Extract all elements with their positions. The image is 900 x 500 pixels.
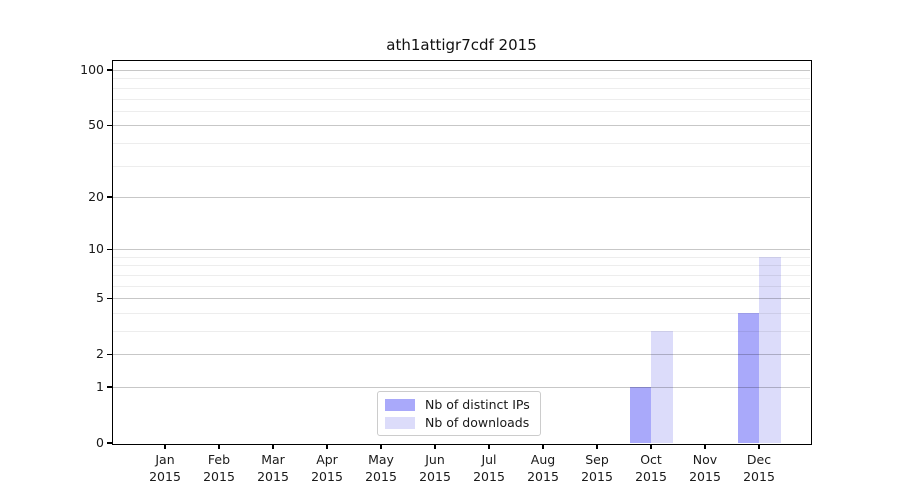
legend-label: Nb of downloads bbox=[425, 415, 530, 430]
x-tick-label-feb: Feb 2015 bbox=[203, 452, 235, 484]
major-gridline-5 bbox=[113, 298, 810, 300]
x-tick-mark-sep bbox=[596, 444, 598, 449]
y-tick-label-100: 100 bbox=[80, 62, 104, 78]
x-tick-label-jan: Jan 2015 bbox=[149, 452, 181, 484]
minor-gridline-40 bbox=[113, 142, 810, 144]
y-tick-label-10: 10 bbox=[88, 241, 104, 257]
y-tick-label-20: 20 bbox=[88, 188, 104, 204]
x-tick-mark-jun bbox=[434, 444, 436, 449]
x-tick-mark-feb bbox=[218, 444, 220, 449]
y-tick-label-1: 1 bbox=[96, 378, 104, 394]
legend: Nb of distinct IPs Nb of downloads bbox=[377, 391, 541, 436]
minor-gridline-8 bbox=[113, 265, 810, 267]
x-tick-label-jul: Jul 2015 bbox=[473, 452, 505, 484]
x-tick-mark-apr bbox=[326, 444, 328, 449]
legend-swatch-icon bbox=[385, 398, 415, 411]
x-tick-label-sep: Sep 2015 bbox=[581, 452, 613, 484]
x-tick-mark-dec bbox=[758, 444, 760, 449]
y-tick-mark-2 bbox=[107, 353, 112, 355]
y-tick-mark-1 bbox=[107, 386, 112, 388]
minor-gridline-60 bbox=[113, 110, 810, 112]
minor-gridline-30 bbox=[113, 165, 810, 167]
bar-nb-of-distinct-ips-dec bbox=[737, 312, 759, 443]
legend-row: Nb of downloads bbox=[385, 415, 530, 430]
major-gridline-10 bbox=[113, 249, 810, 251]
x-tick-label-jun: Jun 2015 bbox=[419, 452, 451, 484]
major-gridline-100 bbox=[113, 70, 810, 72]
legend-label: Nb of distinct IPs bbox=[425, 397, 530, 412]
y-tick-label-0: 0 bbox=[96, 435, 104, 450]
x-tick-label-oct: Oct 2015 bbox=[635, 452, 667, 484]
major-gridline-50 bbox=[113, 125, 810, 127]
x-tick-mark-jul bbox=[488, 444, 490, 449]
x-tick-label-mar: Mar 2015 bbox=[257, 452, 289, 484]
x-tick-mark-oct bbox=[650, 444, 652, 449]
major-gridline-2 bbox=[113, 354, 810, 356]
legend-swatch-icon bbox=[385, 416, 415, 429]
axes-spine bbox=[111, 59, 812, 445]
minor-gridline-3 bbox=[113, 330, 810, 332]
x-tick-mark-mar bbox=[272, 444, 274, 449]
y-tick-mark-100 bbox=[107, 69, 112, 71]
x-tick-label-dec: Dec 2015 bbox=[743, 452, 775, 484]
y-tick-mark-10 bbox=[107, 248, 112, 250]
y-tick-mark-20 bbox=[107, 196, 112, 198]
y-tick-label-2: 2 bbox=[96, 346, 104, 362]
y-tick-mark-50 bbox=[107, 124, 112, 126]
minor-gridline-4 bbox=[113, 312, 810, 314]
x-tick-mark-may bbox=[380, 444, 382, 449]
y-tick-label-50: 50 bbox=[88, 117, 104, 133]
minor-gridline-9 bbox=[113, 256, 810, 258]
x-tick-mark-aug bbox=[542, 444, 544, 449]
y-tick-mark-5 bbox=[107, 297, 112, 299]
minor-gridline-7 bbox=[113, 274, 810, 276]
major-gridline-20 bbox=[113, 196, 810, 198]
major-gridline-1 bbox=[113, 386, 810, 388]
x-tick-label-nov: Nov 2015 bbox=[689, 452, 721, 484]
minor-gridline-80 bbox=[113, 87, 810, 89]
bar-nb-of-downloads-dec bbox=[759, 256, 781, 443]
x-tick-label-may: May 2015 bbox=[365, 452, 397, 484]
chart-title: ath1attigr7cdf 2015 bbox=[386, 36, 537, 54]
x-tick-mark-jan bbox=[164, 444, 166, 449]
y-tick-mark-0 bbox=[107, 442, 112, 444]
x-tick-label-apr: Apr 2015 bbox=[311, 452, 343, 484]
y-tick-label-5: 5 bbox=[96, 290, 104, 306]
x-tick-mark-nov bbox=[704, 444, 706, 449]
minor-gridline-90 bbox=[113, 78, 810, 80]
bar-nb-of-distinct-ips-oct bbox=[629, 386, 651, 443]
minor-gridline-70 bbox=[113, 98, 810, 100]
minor-gridline-6 bbox=[113, 285, 810, 287]
x-tick-label-aug: Aug 2015 bbox=[527, 452, 559, 484]
bar-nb-of-downloads-oct bbox=[651, 330, 673, 443]
legend-row: Nb of distinct IPs bbox=[385, 397, 530, 412]
